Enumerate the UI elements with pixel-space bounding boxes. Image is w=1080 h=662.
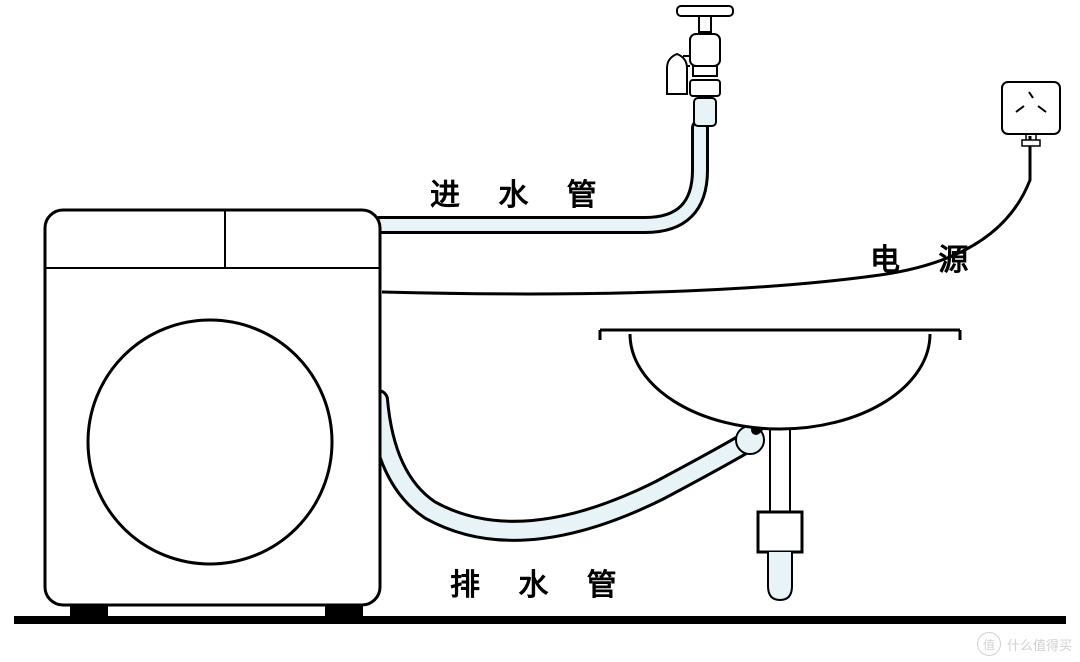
power-plug	[1022, 140, 1040, 146]
washing-machine	[45, 210, 380, 619]
faucet-valve	[690, 34, 720, 66]
watermark-badge-icon: 值	[977, 632, 1001, 656]
sink-bowl	[630, 334, 930, 429]
watermark: 值 什么值得买	[977, 632, 1072, 656]
washer-door	[88, 320, 332, 564]
water-faucet	[667, 6, 733, 126]
faucet-hose-connector	[694, 98, 716, 126]
outlet-plate	[1002, 82, 1060, 134]
label-power: 电 源	[870, 235, 983, 279]
sink-tailpiece	[768, 552, 792, 600]
sink-trap	[758, 512, 802, 552]
watermark-text: 什么值得买	[1007, 635, 1072, 654]
sink-basin	[600, 330, 960, 600]
faucet-nozzle	[667, 54, 687, 94]
label-inlet-hose: 进 水 管	[430, 170, 612, 214]
faucet-handle	[677, 6, 733, 16]
label-drain-hose: 排 水 管	[450, 560, 632, 604]
